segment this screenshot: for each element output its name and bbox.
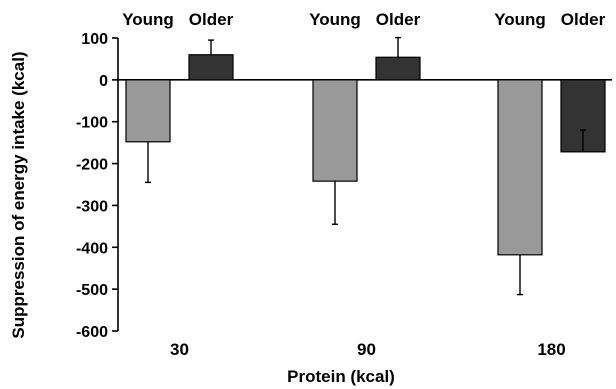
group-label-young: Young: [122, 10, 174, 29]
y-tick-label: 0: [99, 73, 108, 90]
x-axis-title: Protein (kcal): [287, 367, 395, 386]
y-tick-label: -100: [76, 115, 108, 132]
bar-young-90: [312, 79, 358, 182]
group-label-older: Older: [376, 10, 421, 29]
bar-older-30: [188, 54, 234, 81]
x-tick-label: 180: [537, 340, 565, 359]
y-tick-label: -200: [76, 157, 108, 174]
error-bars: [145, 36, 586, 296]
y-tick-label: -300: [76, 198, 108, 215]
group-label-young: Young: [494, 10, 546, 29]
bar-young-180: [497, 79, 543, 256]
group-label-older: Older: [561, 10, 606, 29]
y-tick-label: -600: [76, 324, 108, 341]
y-tick-label: -400: [76, 240, 108, 257]
group-label-young: Young: [309, 10, 361, 29]
labels: Young Older 30 Young Older 90 Young Older 180: [122, 10, 605, 359]
bar-young-30: [125, 79, 171, 143]
y-tick-label: 100: [81, 31, 108, 48]
bars: [125, 54, 606, 256]
x-tick-label: 90: [357, 340, 376, 359]
y-tick-label: -500: [76, 282, 108, 299]
y-axis-title: Suppression of energy intake (kcal): [9, 51, 28, 338]
bar-older-90: [375, 56, 421, 81]
group-label-older: Older: [189, 10, 234, 29]
x-tick-label: 30: [170, 340, 189, 359]
